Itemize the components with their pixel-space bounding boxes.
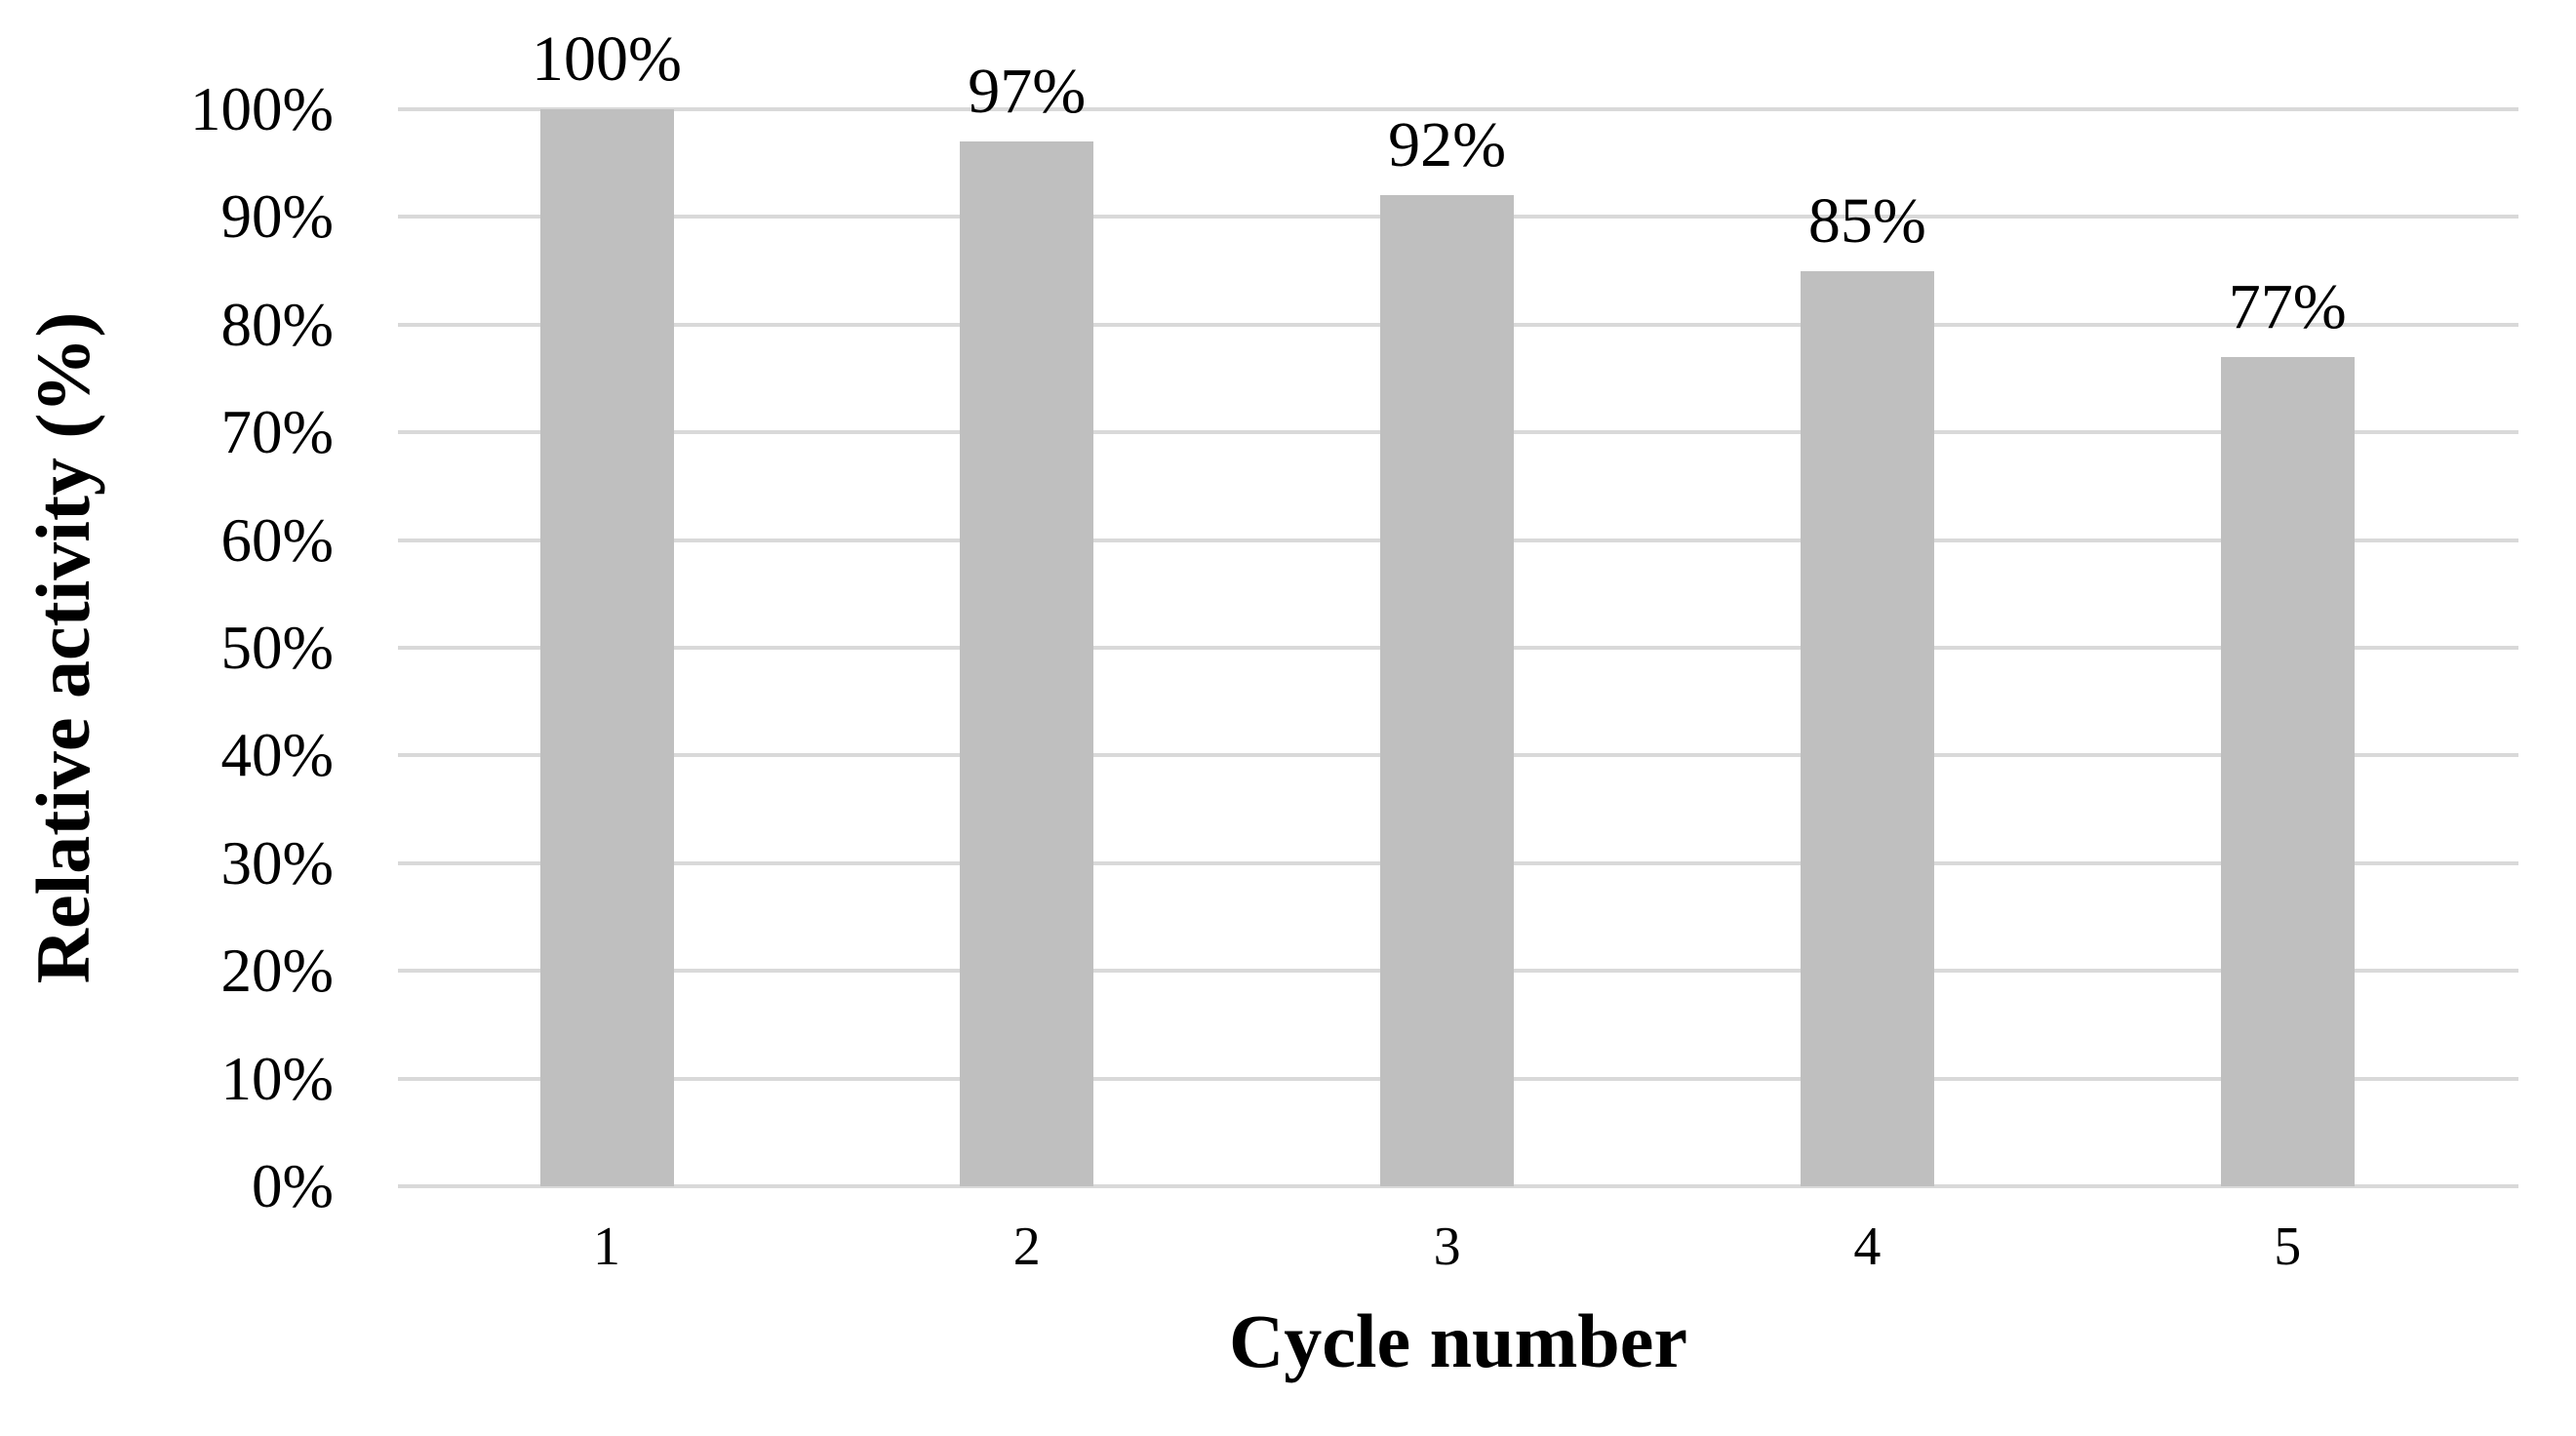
y-axis-tick-label: 30% — [220, 828, 334, 898]
y-axis-tick-label: 60% — [220, 505, 334, 575]
bar-data-label: 85% — [1807, 184, 1926, 257]
y-axis-tick-label: 20% — [220, 937, 334, 1006]
y-axis-tick-label: 10% — [220, 1044, 334, 1113]
bar-data-label: 100% — [532, 23, 682, 95]
x-axis-tick-label: 3 — [1433, 1217, 1461, 1277]
x-axis-tick-label: 5 — [2274, 1217, 2302, 1277]
x-axis-tick-label: 4 — [1853, 1217, 1882, 1277]
bar-cycle-4 — [1800, 270, 1934, 1186]
y-axis-tick-label: 50% — [220, 614, 334, 682]
bar-data-label: 77% — [2228, 270, 2347, 342]
y-axis-tick-label: 40% — [220, 721, 334, 790]
x-axis-tick-label: 2 — [1012, 1217, 1041, 1277]
x-axis-title: Cycle number — [1228, 1298, 1688, 1383]
bar-data-label: 97% — [968, 56, 1087, 128]
gridline — [398, 1184, 2518, 1188]
x-axis-tick-label: 1 — [593, 1217, 620, 1277]
y-axis-tick-label: 70% — [220, 398, 334, 467]
y-axis-tick-label: 80% — [220, 290, 334, 359]
y-axis-tick-label: 0% — [252, 1152, 334, 1220]
bar-cycle-5 — [2220, 356, 2355, 1186]
bar-cycle-2 — [960, 141, 1094, 1186]
gridline — [398, 107, 2518, 111]
y-axis-tick-label: 100% — [190, 75, 334, 143]
y-axis-tick-label: 90% — [220, 182, 334, 252]
bar-cycle-1 — [539, 109, 674, 1186]
bar-data-label: 92% — [1388, 109, 1507, 181]
bar-cycle-3 — [1380, 195, 1515, 1186]
